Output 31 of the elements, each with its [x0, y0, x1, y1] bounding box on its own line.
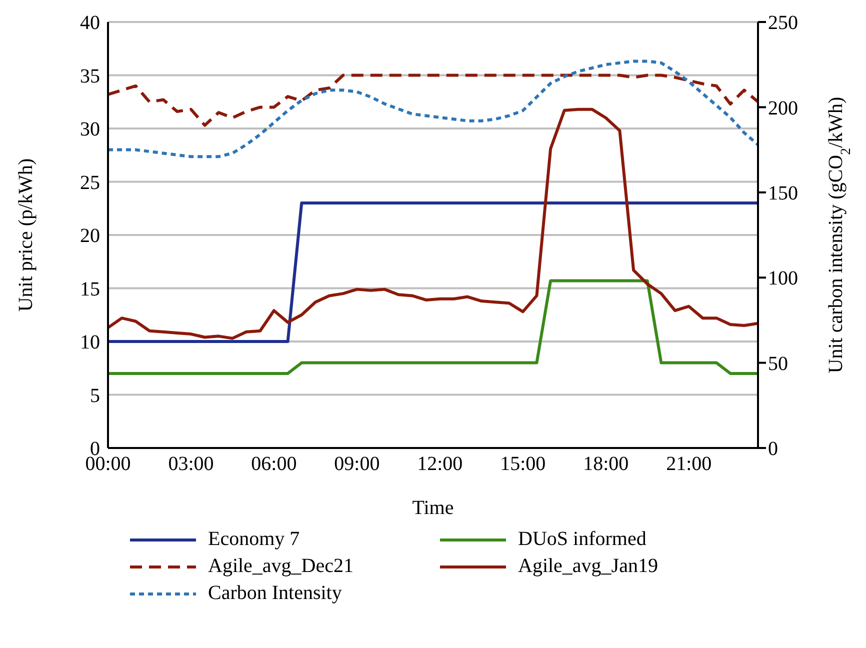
y-tick-label: 20: [80, 225, 100, 248]
line-series: [108, 60, 758, 158]
x-axis-title: Time: [412, 497, 454, 519]
y2-tick-label: 100: [768, 268, 798, 290]
y-tick-label: 10: [80, 332, 100, 354]
line-series: [108, 108, 758, 340]
y2-tick-label: 150: [768, 182, 798, 204]
legend-label: Agile_avg_Dec21: [208, 555, 354, 578]
x-tick-label: 06:00: [251, 453, 297, 476]
x-tick-label: 18:00: [583, 453, 629, 476]
y-tick-label: 25: [80, 172, 100, 194]
legend-label: DUoS informed: [518, 528, 646, 551]
x-tick-label: 15:00: [500, 453, 546, 476]
y-tick-label: 15: [80, 278, 100, 300]
x-tick-label: 12:00: [417, 453, 463, 476]
y2-tick-label: 200: [768, 97, 798, 120]
x-tick-label: 09:00: [334, 453, 380, 476]
y2-tick-label: 250: [768, 12, 798, 34]
y2-tick-label: 0: [768, 438, 778, 460]
y2-tick-label: 50: [768, 352, 788, 375]
y-tick-label: 30: [80, 118, 100, 141]
legend-label: Agile_avg_Jan19: [518, 555, 658, 578]
x-tick-label: 03:00: [168, 453, 214, 476]
y-axis-title: Unit price (p/kWh): [15, 158, 37, 312]
x-tick-label: 21:00: [666, 453, 712, 476]
line-series: [108, 74, 758, 127]
y-tick-label: 35: [80, 65, 100, 88]
legend-label: Carbon Intensity: [208, 582, 342, 605]
legend-label: Economy 7: [208, 528, 300, 551]
y-tick-label: 5: [90, 384, 100, 407]
y-tick-label: 40: [80, 12, 100, 34]
